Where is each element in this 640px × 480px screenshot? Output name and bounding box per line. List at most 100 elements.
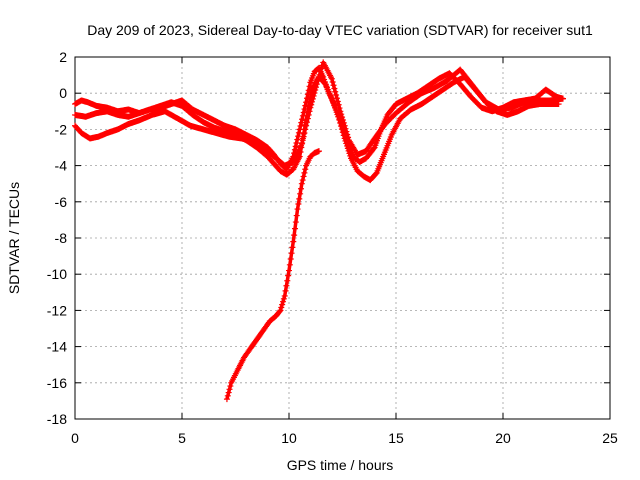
data-point-marker [227, 383, 234, 390]
data-point-marker [298, 140, 305, 147]
data-point-marker [308, 101, 315, 108]
data-point-marker [291, 232, 298, 239]
y-axis-label: SDTVAR / TECUs [6, 182, 22, 294]
y-tick-label: -8 [55, 230, 68, 246]
data-point-marker [315, 74, 322, 81]
data-point-marker [309, 98, 316, 105]
data-point-marker [313, 84, 320, 91]
data-point-marker [296, 195, 303, 202]
data-series [72, 59, 566, 403]
data-point-marker [315, 148, 322, 155]
y-tick-label: 2 [59, 49, 67, 65]
data-point-marker [225, 389, 232, 396]
data-point-marker [294, 206, 301, 213]
data-point-marker [295, 200, 302, 207]
x-tick-label: 0 [71, 430, 79, 446]
data-point-marker [287, 255, 294, 262]
data-point-marker [292, 143, 299, 150]
data-point-marker [297, 190, 304, 197]
data-point-marker [302, 166, 309, 173]
grid-lines [75, 57, 610, 419]
data-point-marker [329, 78, 336, 85]
data-point-marker [289, 244, 296, 251]
data-point-marker [310, 92, 317, 99]
data-point-marker [343, 128, 350, 135]
data-point-marker [314, 78, 321, 85]
data-point-marker [290, 238, 297, 245]
data-point-marker [286, 267, 292, 274]
data-point-marker [277, 307, 284, 314]
data-point-marker [370, 145, 377, 152]
data-point-marker [278, 304, 285, 311]
data-point-marker [280, 298, 287, 305]
data-point-marker [291, 225, 298, 232]
data-point-marker [307, 104, 314, 111]
data-point-marker [311, 89, 318, 96]
data-point-marker [299, 116, 306, 123]
data-point-marker [280, 295, 287, 302]
data-point-marker [293, 212, 300, 219]
data-point-marker [342, 125, 349, 132]
data-point-marker [276, 308, 283, 315]
data-point-marker [286, 261, 293, 268]
y-tick-label: -12 [47, 302, 67, 318]
data-point-marker [284, 277, 291, 284]
data-point-marker [372, 170, 379, 177]
data-point-marker [337, 108, 344, 115]
data-point-marker [559, 95, 566, 102]
data-point-marker [335, 101, 342, 108]
y-tick-label: -18 [47, 411, 67, 427]
y-tick-label: -4 [55, 158, 68, 174]
data-point-marker [330, 82, 337, 89]
y-tick-label: -10 [47, 266, 67, 282]
data-point-marker [283, 282, 290, 289]
data-point-marker [302, 126, 309, 133]
data-point-marker [285, 272, 292, 279]
data-point-marker [316, 71, 323, 78]
x-axis-ticks: 0 5 10 15 20 25 [71, 57, 618, 446]
data-point-marker [301, 169, 308, 176]
data-point-marker [304, 115, 311, 122]
data-point-marker [318, 65, 325, 72]
data-point-marker [339, 114, 346, 121]
data-point-marker [333, 95, 340, 102]
data-point-marker [288, 250, 295, 257]
data-point-marker [305, 111, 312, 118]
data-point-marker [317, 68, 324, 75]
data-point-marker [331, 85, 338, 92]
data-point-marker [295, 129, 302, 136]
y-tick-label: -16 [47, 375, 67, 391]
data-point-marker [279, 301, 286, 308]
data-point-marker [306, 108, 313, 115]
x-tick-label: 25 [602, 430, 618, 446]
data-point-marker [298, 119, 305, 126]
data-point-marker [293, 139, 300, 146]
data-point-marker [281, 292, 288, 299]
data-point-marker [328, 75, 335, 82]
data-point-marker [295, 133, 302, 140]
y-tick-label: -14 [47, 339, 67, 355]
data-point-marker [300, 109, 307, 116]
data-point-marker [292, 219, 299, 226]
data-point-marker [301, 130, 308, 137]
data-point-marker [309, 95, 316, 102]
data-point-marker [341, 122, 348, 129]
data-point-marker [297, 123, 304, 130]
x-tick-label: 20 [495, 430, 511, 446]
data-point-marker [312, 87, 319, 94]
data-point-marker [339, 116, 346, 123]
data-point-marker [336, 105, 343, 112]
data-point-marker [282, 287, 289, 294]
data-point-marker [332, 88, 339, 95]
data-point-marker [303, 122, 310, 129]
data-point-marker [344, 131, 351, 138]
chart-title: Day 209 of 2023, Sidereal Day-to-day VTE… [87, 22, 593, 38]
data-point-marker [223, 396, 230, 403]
x-tick-label: 5 [178, 430, 186, 446]
data-point-marker [333, 92, 340, 99]
y-tick-label: 0 [59, 85, 67, 101]
series-trace-4 [223, 148, 322, 403]
data-point-marker [300, 133, 307, 140]
data-point-marker [301, 106, 308, 113]
